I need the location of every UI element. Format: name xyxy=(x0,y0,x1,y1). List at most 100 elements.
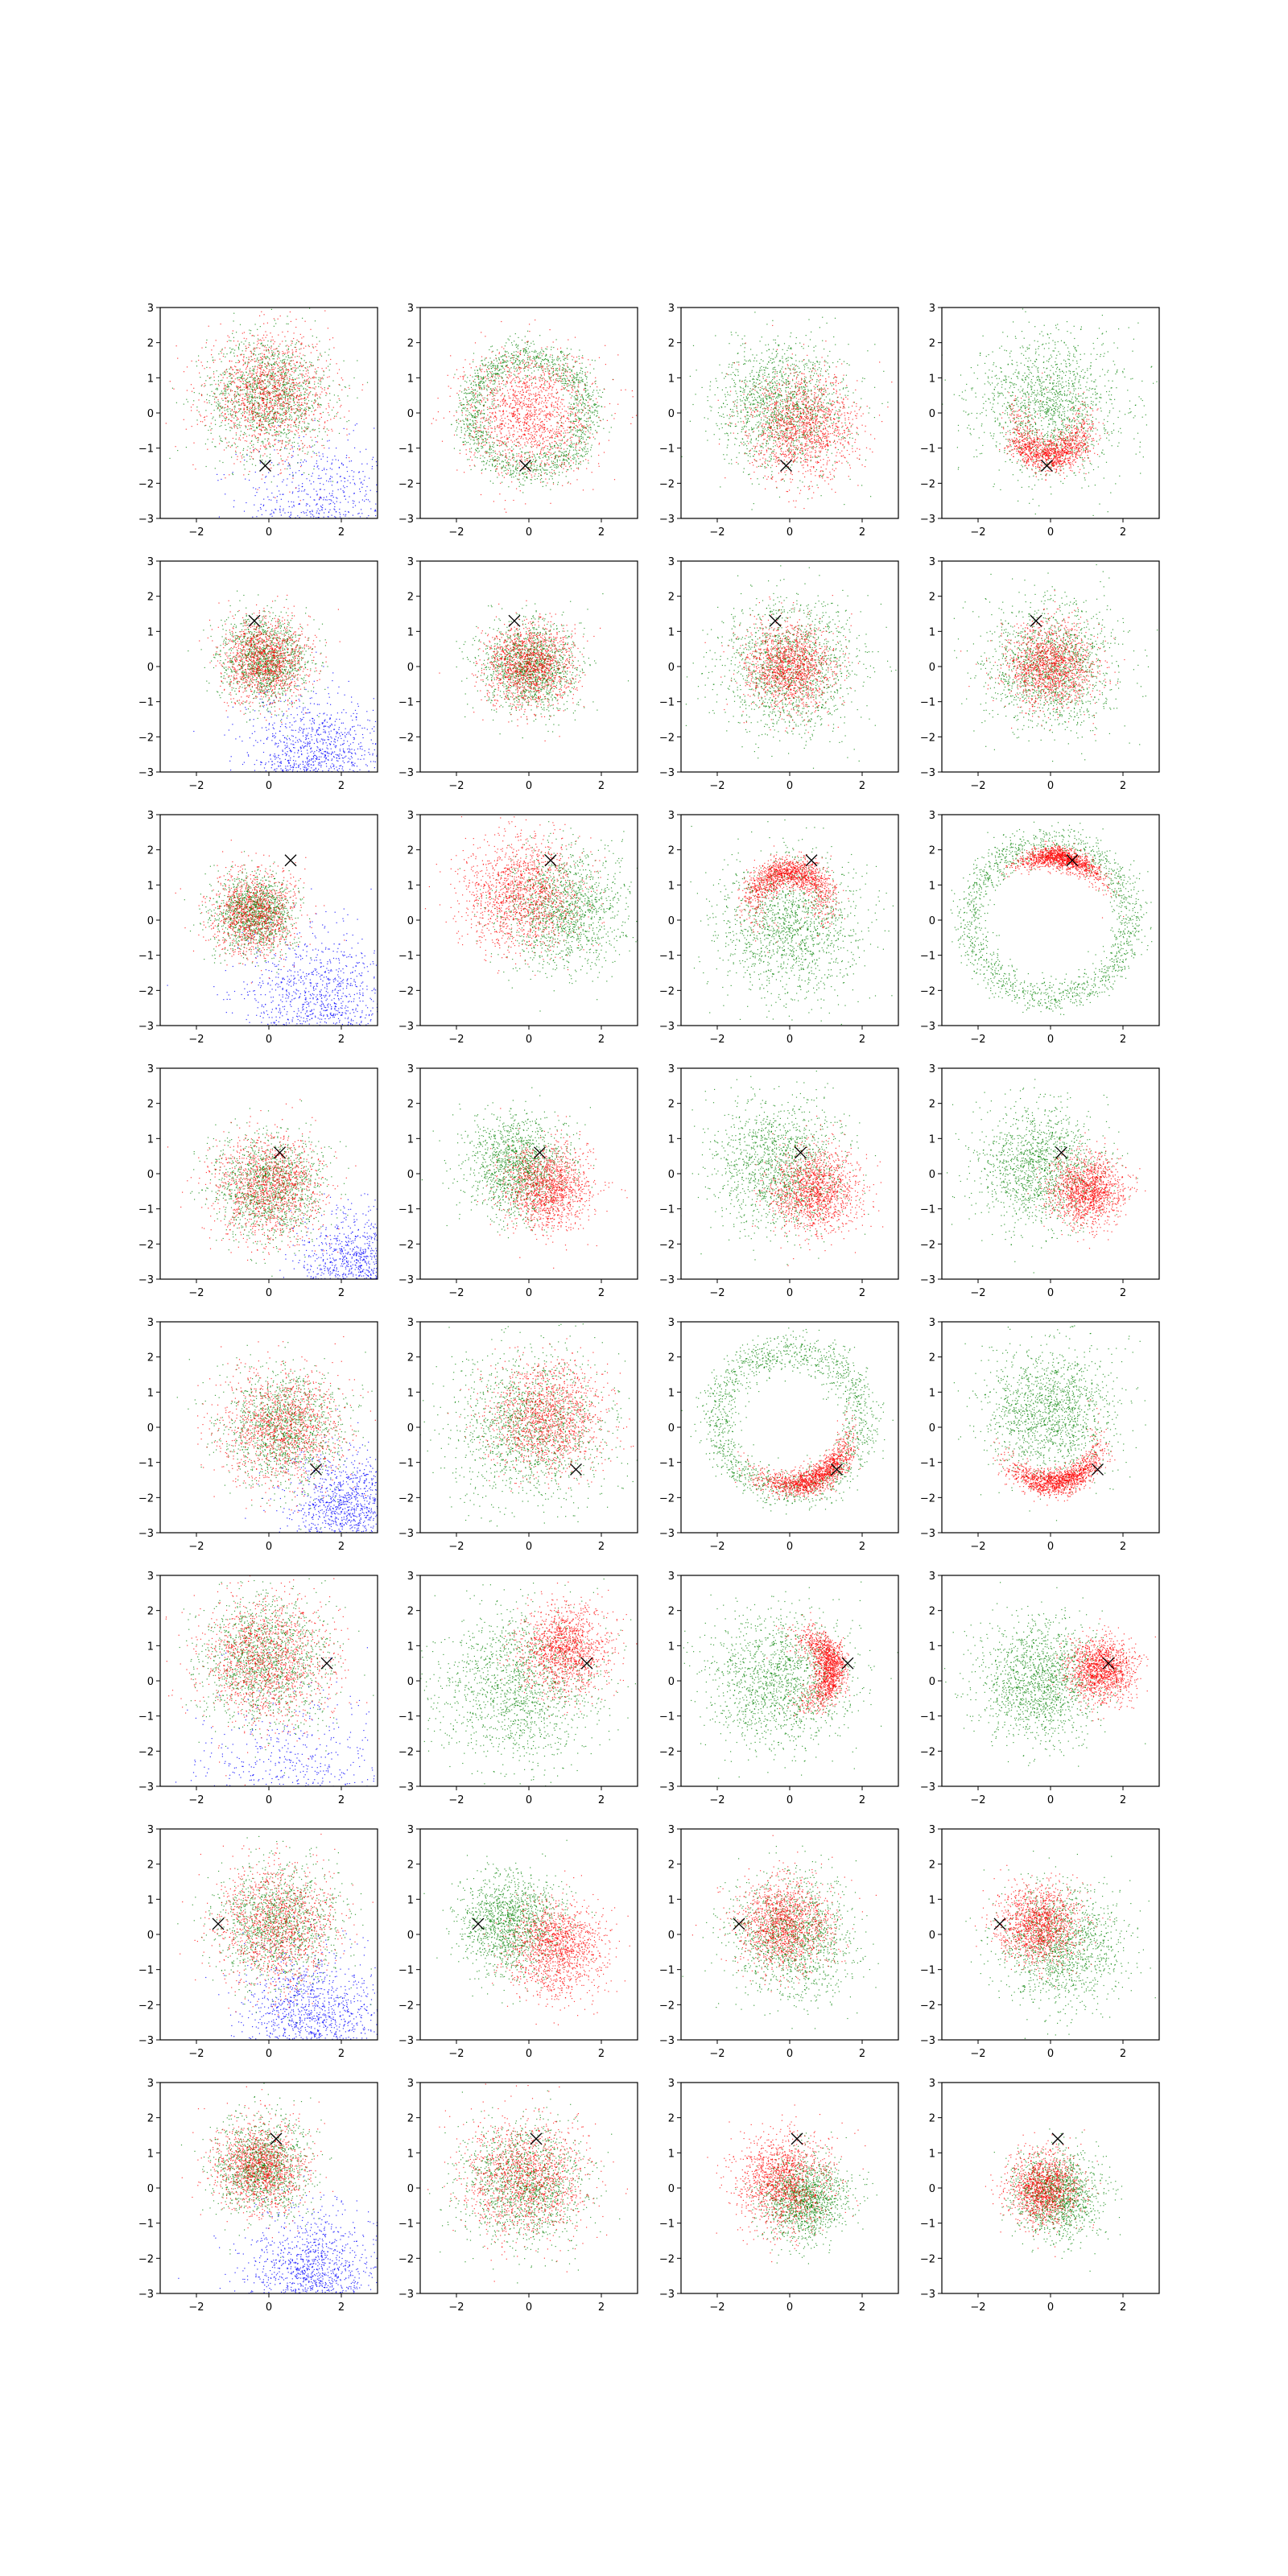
blue-point xyxy=(311,533,312,534)
blue-point xyxy=(366,499,367,500)
red-point xyxy=(324,311,325,312)
red-point xyxy=(263,417,264,418)
green-point xyxy=(527,331,528,332)
red-point xyxy=(255,408,256,409)
green-point xyxy=(281,387,282,388)
blue-point xyxy=(365,494,366,495)
green-point xyxy=(288,383,289,384)
green-point xyxy=(225,393,226,394)
green-point xyxy=(229,383,230,384)
red-point xyxy=(258,420,259,421)
green-point xyxy=(219,460,220,461)
green-point xyxy=(532,382,533,383)
red-point xyxy=(259,434,260,435)
green-point xyxy=(292,391,293,392)
blue-point xyxy=(339,552,340,553)
red-point xyxy=(304,421,305,422)
red-point xyxy=(281,447,282,448)
blue-point xyxy=(417,514,418,515)
red-point xyxy=(289,381,290,382)
red-point xyxy=(221,349,222,350)
blue-point xyxy=(246,534,247,535)
green-point xyxy=(471,387,472,388)
red-point xyxy=(248,382,249,383)
red-point xyxy=(284,425,285,426)
green-point xyxy=(571,430,572,431)
green-point xyxy=(569,353,570,354)
red-point xyxy=(272,426,273,427)
red-point xyxy=(342,379,343,380)
green-point xyxy=(267,379,268,380)
blue-point xyxy=(387,534,388,535)
green-point xyxy=(292,442,293,443)
blue-point xyxy=(343,464,344,465)
green-point xyxy=(575,386,576,387)
red-point xyxy=(245,440,246,441)
green-point xyxy=(261,343,262,344)
green-point xyxy=(288,357,289,358)
red-point xyxy=(232,417,233,418)
green-point xyxy=(547,370,548,371)
green-point xyxy=(267,356,268,357)
blue-point xyxy=(304,564,305,565)
blue-point xyxy=(361,513,362,514)
red-point xyxy=(264,412,265,413)
blue-point xyxy=(317,465,318,466)
green-point xyxy=(578,430,579,431)
green-point xyxy=(288,349,289,350)
green-point xyxy=(562,352,563,353)
green-point xyxy=(588,436,589,437)
red-point xyxy=(257,379,258,380)
green-point xyxy=(521,381,522,382)
blue-point xyxy=(330,499,331,500)
red-point xyxy=(301,343,302,344)
red-point xyxy=(309,445,310,446)
red-point xyxy=(198,399,199,400)
green-point xyxy=(241,418,242,419)
blue-point xyxy=(300,532,301,533)
green-point xyxy=(577,436,578,437)
green-point xyxy=(584,388,585,389)
green-point xyxy=(594,412,595,413)
green-point xyxy=(526,351,527,352)
red-point xyxy=(300,392,301,393)
red-point xyxy=(288,440,289,441)
green-point xyxy=(228,393,229,394)
red-point xyxy=(281,398,282,399)
red-point xyxy=(222,407,223,408)
red-point xyxy=(260,384,261,385)
green-point xyxy=(244,464,245,465)
green-point xyxy=(565,375,566,376)
blue-point xyxy=(351,548,352,549)
blue-point xyxy=(359,472,360,473)
red-point xyxy=(235,401,236,402)
red-point xyxy=(275,382,276,383)
red-point xyxy=(236,373,237,374)
blue-point xyxy=(273,537,274,538)
red-point xyxy=(227,397,228,398)
green-point xyxy=(222,441,223,442)
green-point xyxy=(515,466,516,467)
red-point xyxy=(271,379,272,380)
y-tick-label: 3 xyxy=(147,303,154,315)
blue-point xyxy=(325,473,326,474)
green-point xyxy=(502,355,503,356)
red-point xyxy=(320,379,321,380)
green-point xyxy=(474,443,475,444)
green-point xyxy=(470,399,471,400)
green-point xyxy=(273,378,274,379)
green-point xyxy=(511,447,512,448)
green-point xyxy=(318,386,319,387)
blue-point xyxy=(351,566,352,567)
blue-point xyxy=(381,549,382,550)
red-point xyxy=(301,404,302,405)
green-point xyxy=(550,489,551,490)
green-point xyxy=(517,470,518,471)
red-point xyxy=(262,389,263,390)
green-point xyxy=(284,359,285,360)
blue-point xyxy=(266,543,267,544)
green-point xyxy=(477,412,478,413)
red-point xyxy=(308,387,309,388)
red-point xyxy=(240,387,241,388)
green-point xyxy=(576,372,577,373)
